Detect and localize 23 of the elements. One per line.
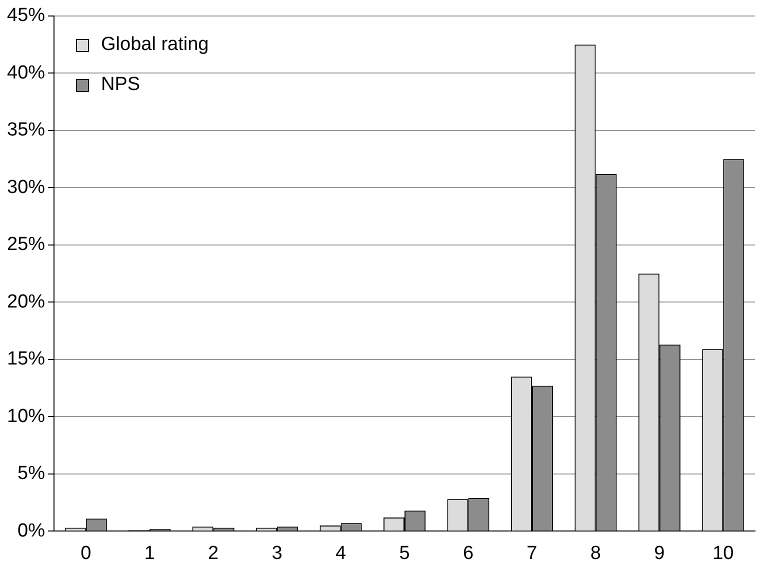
x-tick-label: 1 xyxy=(144,542,155,564)
legend-label: Global rating xyxy=(101,34,209,56)
x-tick-label: 7 xyxy=(526,542,538,564)
x-tick-label: 6 xyxy=(462,542,474,564)
x-tick-label: 5 xyxy=(399,542,410,564)
y-tick-label: 30% xyxy=(6,176,46,198)
legend-label: NPS xyxy=(101,74,140,96)
y-tick-label: 40% xyxy=(6,62,46,84)
y-tick-label: 25% xyxy=(6,234,46,256)
x-tick-label: 4 xyxy=(336,542,346,564)
y-tick-label: 20% xyxy=(6,291,46,312)
x-tick-label: 3 xyxy=(272,542,282,564)
x-tick-label: 2 xyxy=(208,542,219,564)
x-tick-label: 0 xyxy=(80,542,92,564)
y-tick-label: 45% xyxy=(6,5,46,26)
x-tick-label: 8 xyxy=(590,542,601,564)
y-tick-label: 5% xyxy=(18,463,46,484)
x-tick-label: 9 xyxy=(654,542,665,564)
y-tick-label: 35% xyxy=(6,120,46,141)
y-tick-label: 0% xyxy=(18,520,46,542)
y-tick-label: 10% xyxy=(6,406,46,427)
y-tick-label: 15% xyxy=(6,348,46,370)
x-tick-label: 10 xyxy=(712,542,734,564)
